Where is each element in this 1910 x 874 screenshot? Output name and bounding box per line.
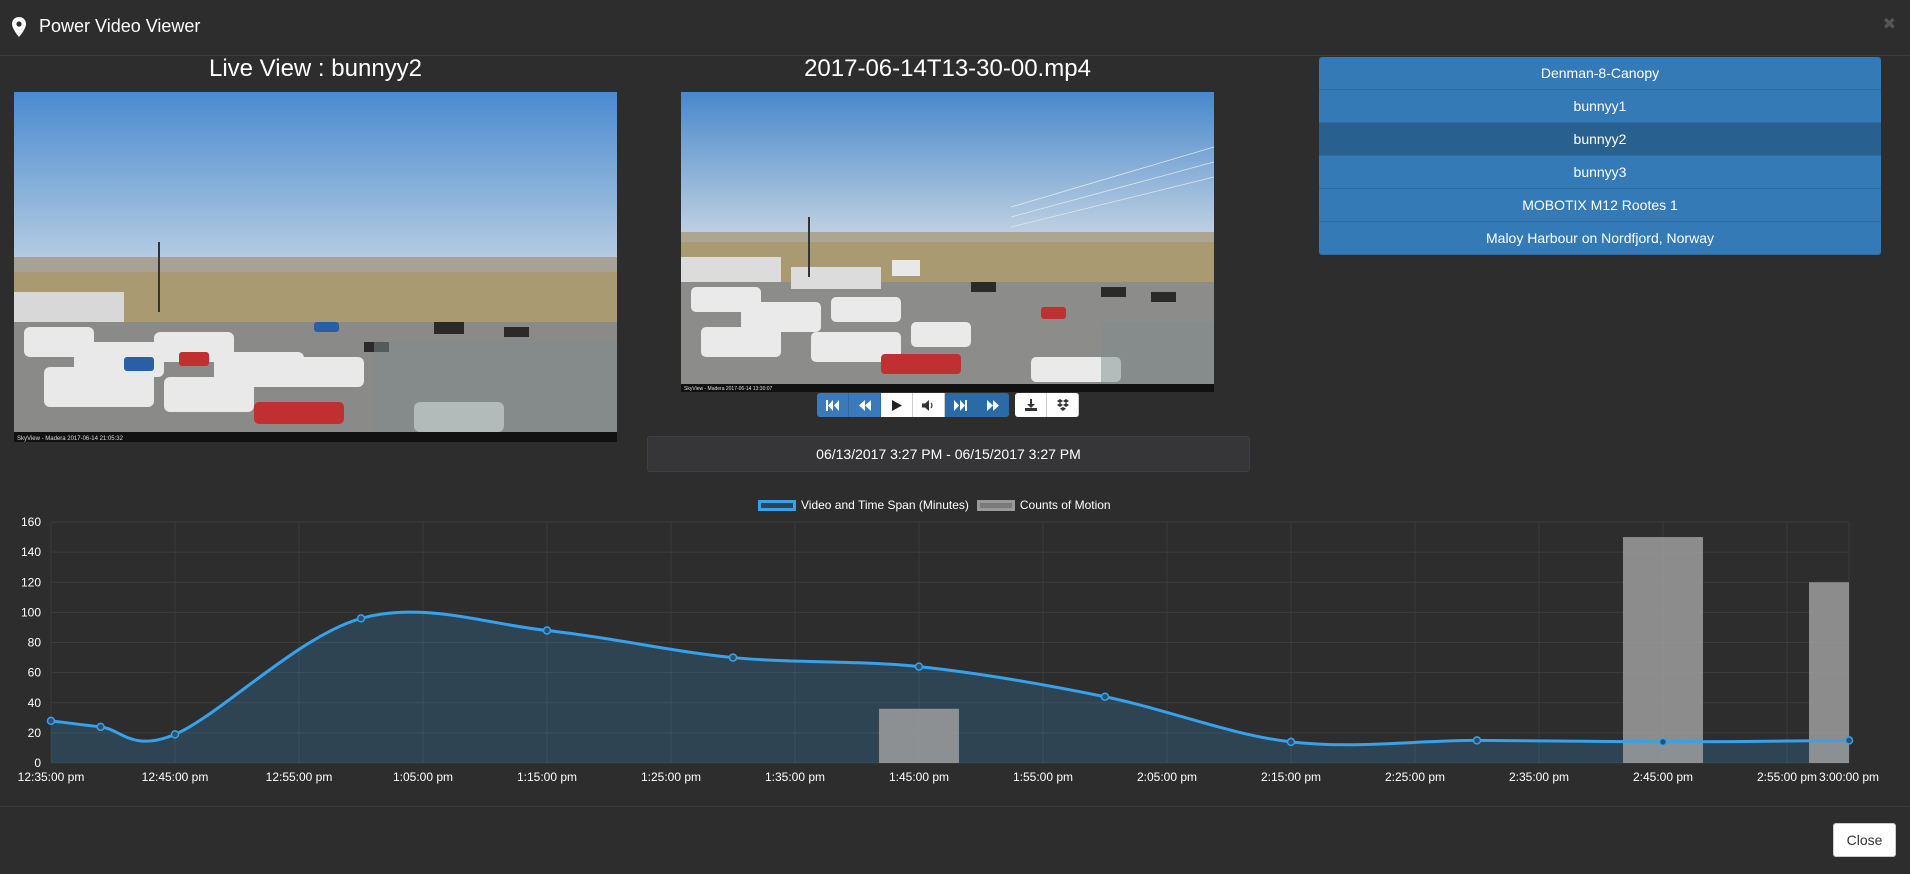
x-tick-label: 2:25:00 pm	[1385, 770, 1445, 784]
playback-video[interactable]: SkyView - Madera 2017-06-14 13:30:07	[681, 92, 1214, 392]
play-button[interactable]	[881, 393, 913, 417]
dropbox-button[interactable]	[1047, 393, 1079, 417]
legend-label-video[interactable]: Video and Time Span (Minutes)	[801, 498, 969, 512]
line-series-point	[356, 614, 366, 623]
y-tick-label: 80	[28, 636, 42, 650]
playback-video-caption: SkyView - Madera 2017-06-14 13:30:07	[684, 386, 773, 392]
line-series-point	[1658, 737, 1668, 747]
live-video-frame: SkyView - Madera 2017-06-14 21:05:32	[14, 92, 617, 442]
legend-label-motion[interactable]: Counts of Motion	[1019, 498, 1111, 512]
skip-back-button[interactable]	[817, 393, 849, 417]
playback-video-frame: SkyView - Madera 2017-06-14 13:30:07	[681, 92, 1214, 392]
motion-count-bar	[879, 708, 959, 763]
y-tick-label: 160	[21, 515, 41, 529]
line-series-point	[1100, 692, 1110, 701]
camera-item-denman-8-canopy[interactable]: Denman-8-Canopy	[1319, 57, 1881, 90]
x-tick-label: 2:35:00 pm	[1509, 770, 1569, 784]
y-tick-label: 0	[34, 756, 41, 770]
line-series-point	[542, 626, 552, 635]
x-tick-label: 1:05:00 pm	[393, 770, 453, 784]
modal-header: Power Video Viewer ✖	[0, 0, 1910, 56]
date-range-display[interactable]: 06/13/2017 3:27 PM - 06/15/2017 3:27 PM	[647, 436, 1250, 472]
live-video-caption: SkyView - Madera 2017-06-14 21:05:32	[17, 436, 124, 442]
x-tick-label: 12:35:00 pm	[18, 770, 85, 784]
play-icon	[891, 399, 902, 411]
download-icon	[1024, 399, 1037, 411]
player-controls	[817, 393, 1079, 417]
volume-icon	[922, 399, 933, 411]
camera-item-maloy-harbour[interactable]: Maloy Harbour on Nordfjord, Norway	[1319, 222, 1881, 255]
camera-item-bunnyy2[interactable]: bunnyy2	[1319, 123, 1881, 156]
y-tick-label: 60	[28, 666, 42, 680]
y-tick-label: 140	[21, 545, 41, 559]
skip-forward-icon	[954, 399, 967, 411]
camera-item-mobotix-m12[interactable]: MOBOTIX M12 Rootes 1	[1319, 189, 1881, 222]
line-series-point	[96, 722, 105, 732]
line-series-point	[1286, 737, 1296, 747]
dropbox-icon	[1056, 399, 1069, 411]
x-tick-label: 1:35:00 pm	[765, 770, 825, 784]
x-tick-label: 2:15:00 pm	[1261, 770, 1321, 784]
x-tick-label: 12:45:00 pm	[142, 770, 209, 784]
chart-legend: Video and Time Span (Minutes) Counts of …	[758, 498, 1111, 512]
legend-swatch-motion[interactable]	[976, 499, 1015, 511]
camera-item-bunnyy1[interactable]: bunnyy1	[1319, 90, 1881, 123]
x-tick-label: 12:55:00 pm	[266, 770, 333, 784]
volume-button[interactable]	[913, 393, 945, 417]
x-tick-label: 1:55:00 pm	[1013, 770, 1073, 784]
camera-list: Denman-8-Canopy bunnyy1 bunnyy2 bunnyy3 …	[1319, 57, 1881, 255]
fast-forward-icon	[986, 399, 999, 411]
close-icon[interactable]: ✖	[1882, 16, 1896, 33]
live-view-title: Live View : bunnyy2	[208, 55, 423, 82]
modal-footer-divider	[0, 806, 1910, 807]
live-video: SkyView - Madera 2017-06-14 21:05:32	[14, 92, 617, 442]
x-tick-label: 1:45:00 pm	[889, 770, 949, 784]
line-series-point	[728, 653, 738, 662]
legend-swatch-video[interactable]	[758, 499, 796, 511]
line-series-point	[46, 716, 56, 726]
y-tick-label: 100	[21, 605, 41, 619]
skip-back-icon	[826, 399, 839, 411]
line-series-point	[1844, 736, 1854, 745]
line-series-point	[170, 730, 180, 739]
rewind-button[interactable]	[849, 393, 881, 417]
line-series-point	[914, 662, 924, 671]
x-tick-label: 2:05:00 pm	[1137, 770, 1197, 784]
x-tick-label: 2:55:00 pm	[1757, 770, 1817, 784]
close-button[interactable]: Close	[1833, 823, 1896, 857]
y-tick-label: 20	[28, 726, 42, 740]
playback-title: 2017-06-14T13-30-00.mp4	[804, 55, 1091, 82]
line-series-area	[51, 612, 1849, 763]
motion-count-bar	[1623, 537, 1703, 763]
y-tick-label: 120	[21, 575, 41, 589]
line-series-point	[1472, 736, 1482, 745]
y-tick-label: 40	[28, 696, 42, 710]
camera-item-bunnyy3[interactable]: bunnyy3	[1319, 156, 1881, 189]
x-tick-label: 3:00:00 pm	[1819, 770, 1879, 784]
download-button[interactable]	[1015, 393, 1047, 417]
motion-count-bar	[1809, 582, 1849, 763]
x-tick-label: 1:25:00 pm	[641, 770, 701, 784]
fast-forward-button[interactable]	[977, 393, 1009, 417]
motion-chart-svg: 0 20 40 60 80 100 120 140 160 12:35:00 pm 12:45:00…	[18, 515, 1879, 784]
skip-forward-button[interactable]	[945, 393, 977, 417]
x-tick-label: 1:15:00 pm	[517, 770, 577, 784]
x-tick-label: 2:45:00 pm	[1633, 770, 1693, 784]
modal-title: Power Video Viewer	[39, 16, 201, 36]
rewind-icon	[858, 399, 871, 411]
motion-chart: 0 20 40 60 80 100 120 140 160 12:35:00 pm 12:45:00…	[0, 490, 1910, 800]
map-pin-icon	[12, 17, 26, 37]
line-series-curve	[50, 610, 1850, 747]
